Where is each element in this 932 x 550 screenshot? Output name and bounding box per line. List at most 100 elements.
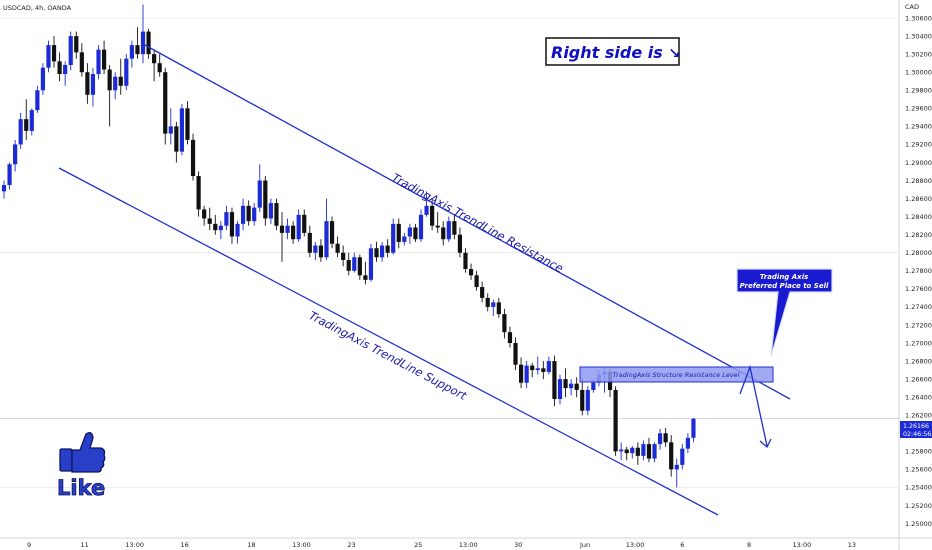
candle [563, 368, 568, 398]
candle-body [496, 302, 501, 315]
candle [363, 261, 368, 285]
candle-body [663, 433, 668, 443]
candle-body [691, 418, 696, 438]
candle [224, 205, 229, 231]
candle [680, 444, 685, 470]
candle-body [552, 361, 557, 399]
like-text: Like [57, 476, 105, 500]
candle-body [630, 447, 635, 454]
candle [518, 357, 524, 389]
candle-body [385, 245, 390, 253]
candle-body [524, 365, 529, 383]
candle [246, 200, 251, 226]
candle-body [502, 314, 507, 333]
candle [174, 121, 179, 163]
candle [207, 207, 212, 231]
candle [85, 63, 90, 104]
candle-body [680, 448, 685, 465]
candle-body [51, 45, 57, 62]
time-tick-label: 30 [514, 541, 522, 549]
candle-body [63, 64, 68, 75]
price-tick-label: 1.28400 [905, 213, 932, 221]
price-axis[interactable]: 1.30600 1.30400 1.30200 1.30000 1.29800 1.296… [905, 14, 932, 528]
candle [619, 442, 624, 461]
current-price-tag: 1.26166 02:46:56 [900, 421, 932, 438]
candle-body [185, 108, 190, 140]
candle-body [129, 45, 134, 59]
candle-body [430, 205, 435, 226]
price-tick-label: 1.27400 [905, 303, 932, 311]
candle-body [107, 69, 112, 91]
candle-body [413, 227, 418, 240]
symbol-header: USDCAD, 4h, OANDA [3, 4, 72, 12]
candle [329, 216, 335, 249]
candle [368, 243, 374, 282]
resistance-trendline[interactable] [142, 43, 791, 400]
candle [240, 198, 246, 231]
price-tick-label: 1.28800 [905, 177, 932, 185]
candle [435, 212, 440, 233]
candle [669, 435, 674, 477]
candle [213, 214, 218, 235]
candle-body [202, 209, 207, 219]
candle [57, 52, 62, 82]
candle-body [329, 221, 335, 244]
candle [446, 216, 451, 242]
candle [557, 374, 563, 405]
candle [352, 252, 357, 273]
candle [107, 64, 112, 127]
candle-body [224, 212, 229, 226]
candle-body [179, 108, 185, 152]
candle-body [229, 212, 235, 237]
callout-line2: Preferred Place to Sell [740, 282, 829, 290]
candle-body [391, 223, 396, 253]
candle-body [507, 332, 513, 344]
candle [630, 445, 635, 459]
candle-body [480, 287, 485, 298]
candle-body [352, 257, 357, 271]
support-line-label: TradingAxis TrendLine Support [307, 308, 470, 403]
candle [691, 417, 696, 443]
right-side-box [545, 37, 680, 66]
time-tick-label: 9 [27, 541, 31, 549]
support-trendline[interactable] [58, 167, 719, 516]
candle [391, 218, 396, 255]
candle [513, 337, 518, 371]
candle [307, 225, 312, 258]
candle-body [474, 275, 479, 288]
candle [190, 133, 196, 181]
candles-layer [1, 4, 696, 488]
candle [68, 31, 73, 71]
candle [457, 227, 463, 258]
candle [424, 191, 429, 217]
candle [396, 218, 401, 249]
price-tick-label: 1.26400 [905, 393, 932, 401]
candle [452, 214, 457, 240]
candle-body [85, 72, 90, 95]
candle [318, 239, 324, 262]
candle [580, 377, 585, 416]
price-tick-label: 1.29200 [905, 141, 932, 149]
projected-path-line [739, 364, 768, 447]
candle [502, 308, 507, 339]
structure-resistance-zone[interactable] [579, 366, 774, 383]
candle-body [263, 180, 268, 219]
candle-body [40, 67, 46, 91]
time-tick-label: Jun [579, 541, 590, 549]
candle [641, 440, 646, 461]
candle [90, 67, 96, 107]
candle [96, 45, 101, 80]
candle-body [652, 444, 657, 459]
candle-body [79, 52, 84, 73]
candle-body [285, 225, 290, 233]
candle-body [157, 63, 162, 73]
candle-body [235, 223, 240, 237]
candle-body [307, 232, 312, 253]
time-axis[interactable]: 9 11 13:00 16 18 13:00 23 25 13:00 30 Jun 13:00 6 8 13… [27, 541, 856, 549]
candle-body [591, 382, 596, 390]
time-tick-label: 8 [747, 541, 751, 549]
price-tick-label: 1.30000 [905, 69, 932, 77]
candle [468, 263, 474, 280]
